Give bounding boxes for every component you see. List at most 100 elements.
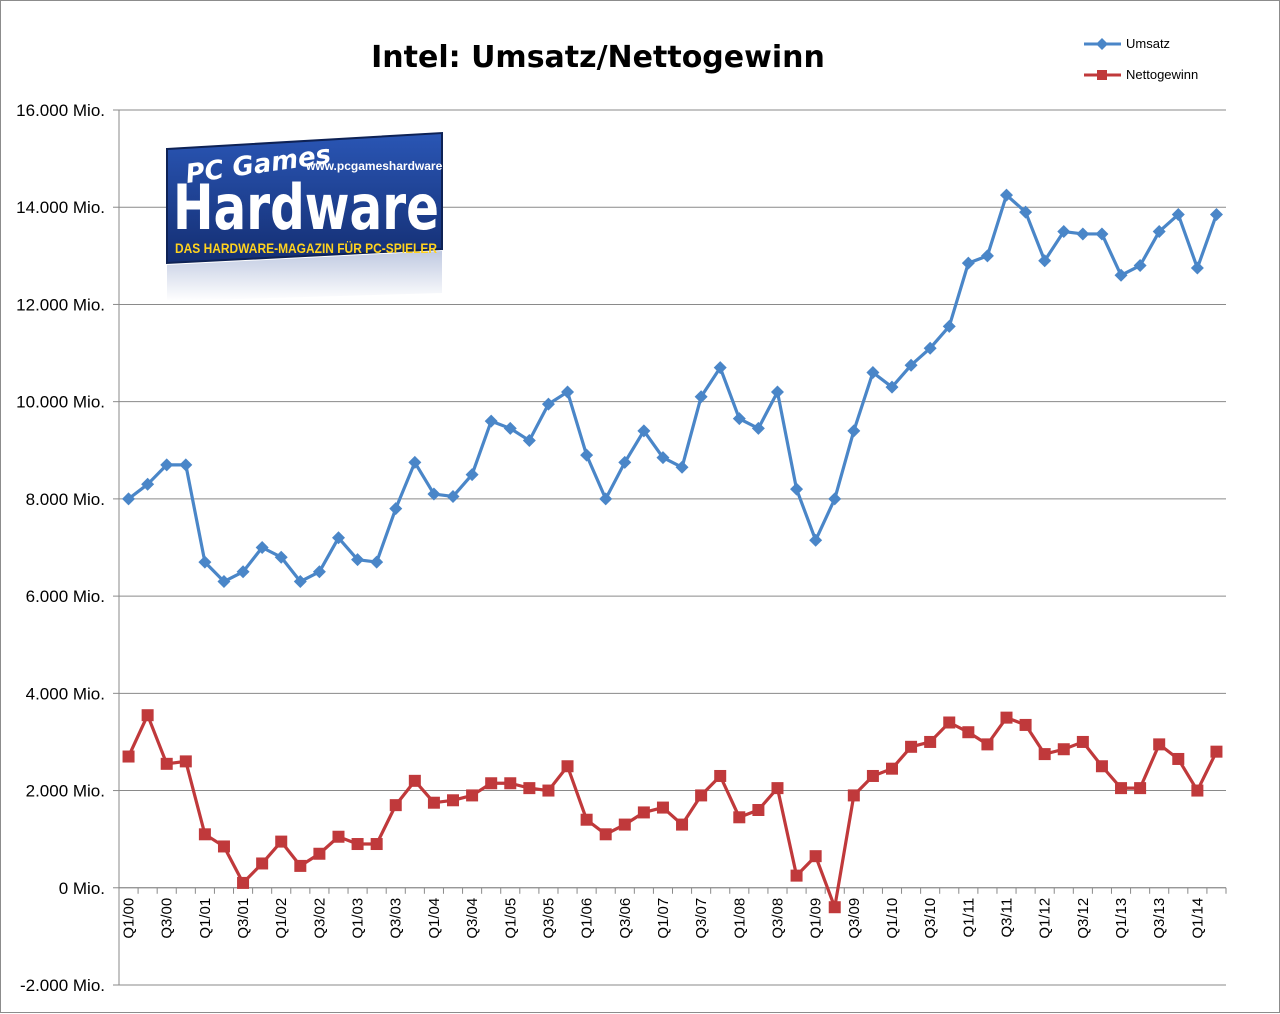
x-tick-label: Q1/03 bbox=[350, 898, 367, 939]
x-tick-label: Q1/04 bbox=[426, 898, 443, 939]
data-point bbox=[637, 806, 650, 819]
data-point bbox=[331, 531, 345, 545]
logo-background bbox=[166, 131, 443, 265]
x-tick-label: Q1/08 bbox=[731, 898, 748, 939]
data-point bbox=[427, 487, 441, 501]
x-tick-label: Q1/14 bbox=[1189, 898, 1206, 939]
data-point bbox=[885, 762, 898, 775]
data-point bbox=[465, 468, 479, 482]
x-tick-label: Q3/11 bbox=[999, 898, 1016, 938]
data-point bbox=[1210, 745, 1223, 758]
data-point bbox=[656, 801, 669, 814]
pcgh-logo: PC Games www.pcgameshardware.de Hardware… bbox=[166, 131, 460, 301]
data-point bbox=[1076, 227, 1090, 241]
data-point bbox=[790, 869, 803, 882]
series-nettogewinn bbox=[122, 709, 1223, 914]
data-point bbox=[294, 859, 307, 872]
legend-label: Umsatz bbox=[1126, 36, 1170, 51]
data-point bbox=[942, 319, 956, 333]
x-tick-label: Q3/05 bbox=[540, 898, 557, 939]
x-tick-label: Q3/12 bbox=[1075, 898, 1092, 939]
data-point bbox=[1095, 227, 1109, 241]
data-point bbox=[1209, 208, 1223, 222]
data-point bbox=[370, 555, 384, 569]
data-point bbox=[1172, 752, 1185, 765]
data-point bbox=[522, 434, 536, 448]
x-tick-label: Q3/00 bbox=[159, 898, 176, 939]
data-point bbox=[1057, 225, 1071, 239]
data-point bbox=[656, 451, 670, 465]
x-tick-label: Q1/11 bbox=[960, 898, 977, 938]
data-point bbox=[561, 385, 575, 399]
legend-marker bbox=[1096, 38, 1108, 50]
data-point bbox=[1057, 743, 1070, 756]
chart-title: Intel: Umsatz/Nettogewinn bbox=[371, 40, 825, 75]
x-axis: Q1/00 Q3/00 Q1/01 Q3/01 Q1/02 Q3/02 Q1/03 Q3/03… bbox=[118, 887, 1227, 939]
data-point bbox=[1038, 748, 1051, 761]
data-point bbox=[541, 397, 555, 411]
data-point bbox=[561, 760, 574, 773]
data-point bbox=[446, 489, 460, 503]
data-point bbox=[160, 458, 174, 472]
data-point bbox=[580, 813, 593, 826]
data-point bbox=[943, 716, 956, 729]
data-point bbox=[923, 341, 937, 355]
x-tick-label: Q1/01 bbox=[197, 898, 214, 939]
data-point bbox=[733, 811, 746, 824]
data-point bbox=[885, 380, 899, 394]
data-point bbox=[828, 901, 841, 914]
data-point bbox=[389, 502, 403, 516]
data-point bbox=[790, 482, 804, 496]
series-umsatz bbox=[122, 188, 1223, 589]
data-point bbox=[312, 565, 326, 579]
data-point bbox=[217, 575, 231, 589]
data-point bbox=[160, 757, 173, 770]
data-point bbox=[198, 828, 211, 841]
series-line bbox=[127, 193, 1218, 584]
data-point bbox=[1076, 735, 1089, 748]
legend-label: Nettogewinn bbox=[1126, 67, 1198, 82]
data-point bbox=[1152, 225, 1166, 239]
data-point bbox=[274, 550, 288, 564]
x-tick-label: Q1/02 bbox=[273, 898, 290, 939]
data-point bbox=[370, 838, 383, 851]
data-point bbox=[313, 847, 326, 860]
data-point bbox=[447, 794, 460, 807]
y-tick-label: 4.000 Mio. bbox=[26, 684, 105, 703]
legend: Umsatz Nettogewinn bbox=[1084, 36, 1198, 82]
data-point bbox=[981, 738, 994, 751]
data-point bbox=[351, 553, 365, 567]
data-point bbox=[962, 726, 975, 739]
data-point bbox=[255, 541, 269, 554]
x-tick-label: Q1/07 bbox=[655, 898, 672, 939]
data-point bbox=[1095, 760, 1108, 773]
data-point bbox=[714, 769, 727, 782]
data-point bbox=[275, 835, 288, 848]
x-tick-label: Q3/01 bbox=[235, 898, 252, 939]
data-point bbox=[809, 850, 822, 863]
series-layer bbox=[122, 188, 1223, 914]
x-tick-label: Q1/00 bbox=[121, 898, 138, 939]
data-point bbox=[122, 492, 136, 506]
x-tick-label: Q3/10 bbox=[922, 898, 939, 939]
data-point bbox=[256, 857, 269, 870]
data-point bbox=[389, 799, 402, 812]
logo-brand-main: Hardware bbox=[173, 171, 439, 244]
data-point bbox=[523, 782, 536, 795]
data-point bbox=[980, 249, 994, 263]
data-point bbox=[675, 460, 689, 474]
data-point bbox=[904, 358, 918, 372]
data-point bbox=[1019, 718, 1032, 731]
data-point bbox=[408, 774, 421, 787]
legend-marker bbox=[1097, 70, 1107, 80]
x-tick-label: Q3/04 bbox=[464, 898, 481, 939]
x-tick-label: Q3/02 bbox=[311, 898, 328, 939]
data-point bbox=[484, 414, 498, 428]
series-line bbox=[127, 713, 1218, 909]
y-axis: 16.000 Mio. 14.000 Mio. 12.000 Mio. 10.000 … bbox=[16, 101, 120, 995]
data-point bbox=[618, 455, 632, 469]
data-point bbox=[1038, 254, 1052, 268]
data-point bbox=[1171, 208, 1185, 222]
logo-reflection bbox=[167, 251, 442, 301]
